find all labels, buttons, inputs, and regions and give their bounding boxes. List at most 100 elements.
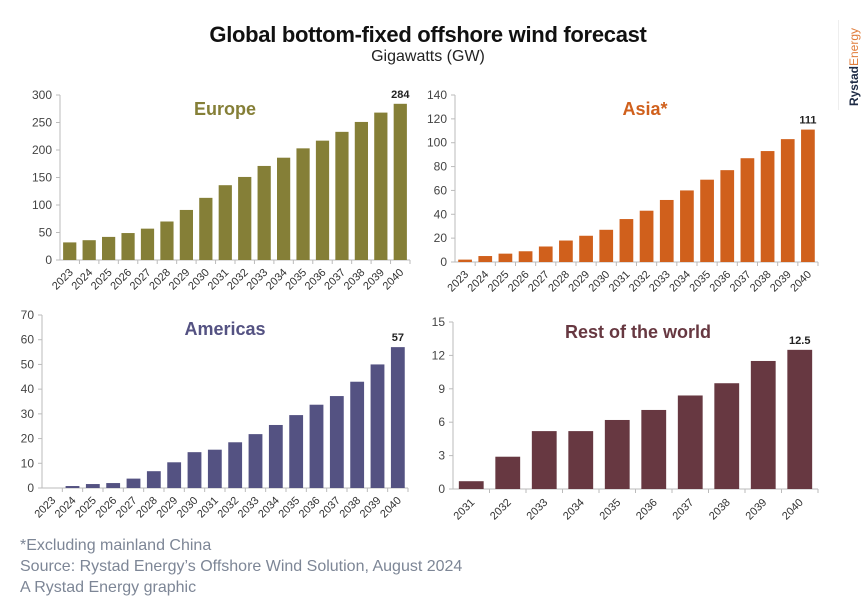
panel-title: Rest of the world	[565, 322, 711, 342]
bar	[604, 419, 630, 489]
y-tick-label: 0	[438, 482, 445, 496]
x-tick-label: 2035	[598, 497, 624, 523]
bar	[374, 112, 388, 260]
x-tick-label: 2028	[147, 267, 173, 293]
bar	[65, 486, 80, 488]
bar	[228, 442, 243, 488]
y-tick-label: 120	[427, 112, 447, 126]
x-tick-label: 2040	[780, 497, 806, 523]
bar	[309, 404, 324, 488]
x-tick-label: 2035	[283, 267, 309, 293]
bar	[478, 256, 493, 262]
y-tick-label: 100	[32, 198, 52, 212]
x-tick-label: 2028	[546, 269, 572, 295]
bar	[720, 170, 735, 262]
x-tick-label: 2036	[303, 267, 329, 293]
y-tick-label: 0	[45, 253, 52, 267]
x-tick-label: 2034	[264, 267, 290, 293]
x-tick-label: 2033	[244, 267, 270, 293]
bar	[335, 131, 349, 260]
x-tick-label: 2026	[506, 269, 532, 295]
y-tick-label: 30	[21, 407, 35, 421]
x-tick-label: 2040	[788, 269, 814, 295]
bar	[199, 197, 213, 260]
asia-chart: 0204060801001201402023202420252026202720…	[427, 88, 819, 295]
bar	[599, 229, 614, 262]
y-tick-label: 15	[432, 315, 446, 329]
x-tick-label: 2030	[186, 267, 212, 293]
data-label: 12.5	[789, 335, 810, 347]
bar	[218, 185, 232, 260]
x-tick-label: 2033	[236, 495, 262, 521]
europe-chart: 0501001502002503002023202420252026202720…	[32, 88, 411, 293]
americas-chart: 0102030405060702023202420252026202720282…	[21, 308, 409, 521]
bar	[106, 483, 121, 488]
x-tick-label: 2025	[73, 495, 99, 521]
panel-title: Americas	[184, 319, 265, 339]
bar	[538, 246, 553, 262]
x-tick-label: 2039	[744, 497, 770, 523]
y-tick-label: 300	[32, 88, 52, 102]
x-tick-label: 2024	[69, 267, 95, 293]
bar	[619, 219, 634, 262]
logo-part-rystad: Rystad	[847, 66, 861, 107]
x-tick-label: 2033	[647, 269, 673, 295]
bar	[740, 158, 755, 262]
bar	[700, 179, 714, 262]
chart-title: Global bottom-fixed offshore wind foreca…	[209, 22, 647, 47]
bar	[102, 236, 116, 260]
y-tick-label: 140	[427, 88, 447, 102]
x-tick-label: 2023	[50, 267, 76, 293]
y-tick-label: 70	[21, 308, 35, 322]
bar	[329, 396, 344, 488]
bar	[370, 364, 385, 488]
x-tick-label: 2032	[488, 497, 514, 523]
bar	[641, 409, 667, 489]
x-tick-label: 2037	[322, 267, 348, 293]
bar	[121, 233, 135, 260]
x-tick-label: 2029	[167, 267, 193, 293]
bar	[568, 431, 594, 489]
x-tick-label: 2023	[445, 269, 471, 295]
x-tick-label: 2037	[671, 497, 697, 523]
x-tick-label: 2034	[561, 497, 587, 523]
x-tick-label: 2039	[358, 495, 384, 521]
x-tick-label: 2028	[134, 495, 160, 521]
y-tick-label: 0	[440, 255, 447, 269]
bar	[680, 190, 694, 262]
x-tick-label: 2037	[317, 495, 343, 521]
x-tick-label: 2039	[361, 267, 387, 293]
y-tick-label: 60	[21, 333, 35, 347]
y-tick-label: 40	[21, 382, 35, 396]
bar	[167, 462, 182, 488]
y-tick-label: 0	[27, 481, 34, 495]
x-tick-label: 2031	[607, 269, 633, 295]
rystad-logo: RystadEnergy	[847, 28, 861, 106]
x-tick-label: 2027	[128, 267, 154, 293]
y-tick-label: 40	[434, 207, 448, 221]
y-tick-label: 60	[434, 183, 448, 197]
logo-divider	[838, 20, 839, 110]
bar	[780, 139, 795, 262]
y-tick-label: 9	[438, 382, 445, 396]
x-tick-label: 2030	[175, 495, 201, 521]
bar	[495, 456, 521, 489]
x-tick-label: 2037	[728, 269, 754, 295]
y-tick-label: 10	[21, 456, 35, 470]
data-label: 111	[799, 115, 816, 127]
y-tick-label: 20	[434, 231, 448, 245]
bar	[160, 221, 174, 260]
bar	[63, 242, 77, 260]
y-tick-label: 20	[21, 432, 35, 446]
x-tick-label: 2025	[89, 267, 115, 293]
bar	[207, 449, 222, 488]
x-tick-label: 2038	[748, 269, 774, 295]
bar	[518, 251, 533, 262]
x-tick-label: 2036	[297, 495, 323, 521]
bar	[179, 209, 193, 260]
source-note: Source: Rystad Energy’s Offshore Wind So…	[20, 558, 463, 575]
x-tick-label: 2035	[687, 269, 713, 295]
data-label: 284	[391, 89, 410, 101]
y-tick-label: 6	[438, 415, 445, 429]
bar	[268, 424, 283, 488]
